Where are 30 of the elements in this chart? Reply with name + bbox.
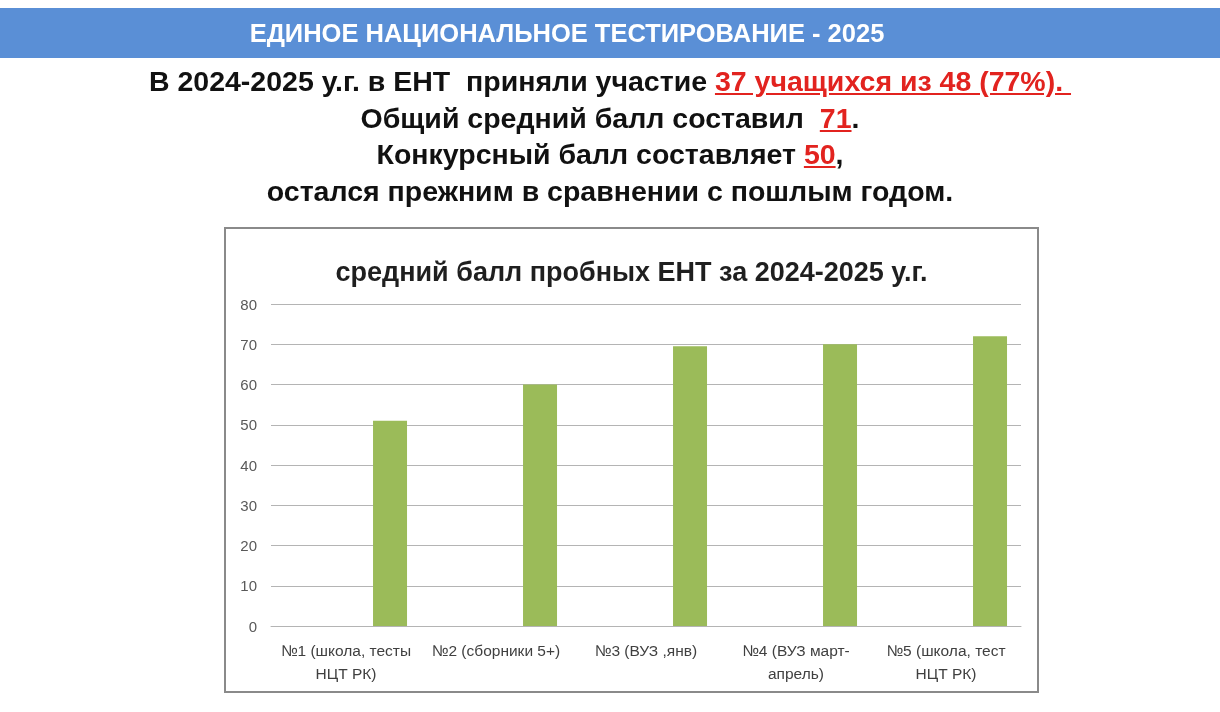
x-tick-label: №1 (школа, тесты НЦТ РК) <box>280 642 412 682</box>
x-tick-label: №4 (ВУЗ март-апрель) <box>742 642 850 682</box>
text: , <box>835 138 844 170</box>
text: В 2024-2025 у.г. в ЕНТ приняли участие <box>148 65 709 97</box>
text: 71 <box>819 101 852 134</box>
text: ЕДИНОЕ НАЦИОНАЛЬНОЕ ТЕСТИРОВАНИЕ - 2025 <box>248 18 886 49</box>
text: Общий средний балл составил <box>360 101 805 134</box>
y-tick-label: 20 <box>240 537 257 554</box>
text: 37 учащихся из 48 (77%). <box>714 65 1065 97</box>
chart-title: средний балл пробных ЕНТ за 2024-2025 у.г. <box>335 256 928 287</box>
y-tick-label: 70 <box>240 335 257 353</box>
y-tick-label: 40 <box>240 456 257 474</box>
bar <box>373 420 408 626</box>
bar <box>673 346 708 626</box>
bar <box>973 336 1008 626</box>
y-tick-label: 50 <box>240 416 257 434</box>
y-tick-label: 80 <box>240 295 257 313</box>
x-tick-label: №5 (школа, тест НЦТ РК) <box>886 642 1006 682</box>
x-tick-label: №3 (ВУЗ ,янв) <box>594 642 698 659</box>
x-tick-label: №2 (сборники 5+) <box>431 642 561 659</box>
y-tick-label: 10 <box>240 577 257 595</box>
y-tick-label: 0 <box>248 617 257 635</box>
text: . <box>851 101 860 134</box>
bar <box>523 384 558 626</box>
y-tick-label: 30 <box>240 496 257 514</box>
text: 50 <box>803 138 836 170</box>
y-tick-label: 60 <box>240 376 257 393</box>
bar <box>823 344 858 626</box>
text: Конкурсный балл составляет <box>376 138 797 170</box>
text: остался прежним в сравнении с пошлым годом. <box>266 174 954 207</box>
